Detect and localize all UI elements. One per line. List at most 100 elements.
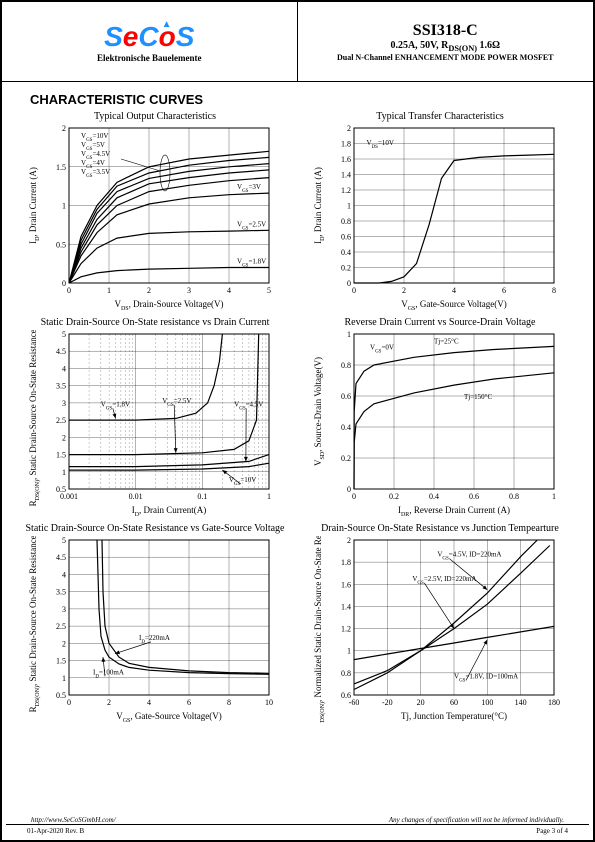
svg-text:3: 3	[187, 286, 191, 295]
svg-text:0.5: 0.5	[56, 691, 66, 700]
svg-text:3.5: 3.5	[56, 588, 66, 597]
svg-text:1: 1	[62, 674, 66, 683]
svg-text:VGS=0V: VGS=0V	[370, 344, 394, 355]
chart-4-svg: 02468100.511.522.533.544.55ID=220mAID=10…	[24, 536, 277, 723]
svg-text:2: 2	[347, 124, 351, 133]
svg-text:60: 60	[450, 698, 458, 707]
svg-text:4: 4	[147, 698, 151, 707]
svg-text:5: 5	[62, 536, 66, 545]
svg-text:1: 1	[107, 286, 111, 295]
svg-text:0.2: 0.2	[341, 264, 351, 273]
svg-text:5: 5	[267, 286, 271, 295]
svg-text:5: 5	[62, 330, 66, 339]
svg-text:VGS=2.5V: VGS=2.5V	[237, 220, 266, 231]
svg-text:4.5: 4.5	[56, 347, 66, 356]
svg-text:0: 0	[67, 286, 71, 295]
svg-text:2: 2	[107, 698, 111, 707]
svg-text:2.5: 2.5	[56, 416, 66, 425]
header: SeCo▲S Elektronische Bauelemente SSI318-…	[2, 2, 593, 82]
svg-text:2: 2	[62, 639, 66, 648]
svg-text:3: 3	[62, 605, 66, 614]
chart-1-svg: 0246800.20.40.60.811.21.41.61.82VDS=10VV…	[309, 124, 562, 311]
svg-text:4: 4	[452, 286, 456, 295]
svg-text:1.6: 1.6	[341, 155, 351, 164]
chart-2: Static Drain-Source On-State resistance …	[24, 317, 286, 517]
svg-text:ID=100mA: ID=100mA	[93, 668, 124, 679]
chart-3-title: Reverse Drain Current vs Source-Drain Vo…	[309, 317, 571, 328]
svg-text:1.6: 1.6	[341, 580, 351, 589]
svg-text:-20: -20	[382, 698, 393, 707]
svg-text:0.4: 0.4	[429, 492, 439, 501]
svg-text:VGS=1.8V: VGS=1.8V	[237, 258, 266, 269]
svg-text:6: 6	[187, 698, 191, 707]
svg-text:2: 2	[62, 433, 66, 442]
chart-3: Reverse Drain Current vs Source-Drain Vo…	[309, 317, 571, 517]
svg-text:0.4: 0.4	[341, 248, 351, 257]
svg-text:VGS=4.5V: VGS=4.5V	[234, 400, 263, 411]
svg-text:RDS(ON), Static Drain-Source O: RDS(ON), Static Drain-Source On-State Re…	[28, 536, 41, 712]
footer: http://www.SeCoSGmbH.com/ Any changes of…	[2, 816, 593, 838]
svg-text:3: 3	[62, 399, 66, 408]
svg-text:VGS=2.5V, ID=220mA: VGS=2.5V, ID=220mA	[412, 575, 476, 586]
svg-text:ID, Drain Current(A): ID, Drain Current(A)	[132, 505, 207, 517]
charts-container: Typical Output Characteristics01234500.5…	[2, 111, 593, 723]
svg-text:RDS(ON), Static Drain-Source O: RDS(ON), Static Drain-Source On-State Re…	[28, 330, 41, 506]
svg-text:0.2: 0.2	[389, 492, 399, 501]
logo-cell: SeCo▲S Elektronische Bauelemente	[2, 2, 298, 81]
svg-text:0.5: 0.5	[56, 485, 66, 494]
logo-subtitle: Elektronische Bauelemente	[97, 53, 202, 63]
svg-text:1.5: 1.5	[56, 163, 66, 172]
chart-0: Typical Output Characteristics01234500.5…	[24, 111, 286, 311]
svg-text:0: 0	[347, 279, 351, 288]
footer-note: Any changes of specification will not be…	[389, 816, 564, 824]
svg-text:VGS=1.8V: VGS=1.8V	[101, 400, 130, 411]
svg-text:3.5: 3.5	[56, 382, 66, 391]
svg-text:140: 140	[515, 698, 527, 707]
svg-text:0.6: 0.6	[341, 233, 351, 242]
svg-text:0.2: 0.2	[341, 454, 351, 463]
svg-text:100: 100	[481, 698, 493, 707]
svg-text:1: 1	[347, 330, 351, 339]
svg-text:8: 8	[552, 286, 556, 295]
svg-text:VDS=10V: VDS=10V	[367, 139, 394, 150]
chart-row-0: Typical Output Characteristics01234500.5…	[24, 111, 571, 311]
svg-text:Tj=150°C: Tj=150°C	[464, 393, 492, 401]
svg-text:0.6: 0.6	[341, 392, 351, 401]
part-spec: 0.25A, 50V, RDS(ON) 1.6Ω	[390, 40, 500, 53]
svg-text:0.8: 0.8	[509, 492, 519, 501]
svg-text:2.5: 2.5	[56, 622, 66, 631]
chart-5-svg: -60-2020601001401800.60.811.21.41.61.82V…	[309, 536, 562, 723]
svg-text:8: 8	[227, 698, 231, 707]
svg-text:4: 4	[227, 286, 231, 295]
svg-text:2: 2	[147, 286, 151, 295]
chart-2-title: Static Drain-Source On-State resistance …	[24, 317, 286, 328]
company-logo: SeCo▲S	[104, 21, 194, 53]
svg-text:ID, Drain Current (A): ID, Drain Current (A)	[28, 167, 41, 244]
svg-text:0.8: 0.8	[341, 217, 351, 226]
svg-text:4: 4	[62, 364, 66, 373]
footer-page: Page 3 of 4	[536, 827, 568, 835]
svg-text:VGS, Gate-Source Voltage(V): VGS, Gate-Source Voltage(V)	[116, 711, 222, 723]
svg-text:0.5: 0.5	[56, 240, 66, 249]
svg-text:1.5: 1.5	[56, 451, 66, 460]
svg-text:0.01: 0.01	[129, 492, 143, 501]
svg-text:0.8: 0.8	[341, 669, 351, 678]
datasheet-page: SeCo▲S Elektronische Bauelemente SSI318-…	[0, 0, 595, 842]
footer-url: http://www.SeCoSGmbH.com/	[31, 816, 116, 824]
svg-text:1: 1	[62, 468, 66, 477]
svg-text:0: 0	[347, 485, 351, 494]
svg-text:0: 0	[62, 279, 66, 288]
svg-text:VDS, Drain-Source Voltage(V): VDS, Drain-Source Voltage(V)	[114, 299, 223, 311]
svg-text:6: 6	[502, 286, 506, 295]
chart-row-1: Static Drain-Source On-State resistance …	[24, 317, 571, 517]
svg-text:ID=220mA: ID=220mA	[139, 634, 170, 645]
section-title: CHARACTERISTIC CURVES	[30, 92, 593, 107]
svg-text:IDR, Reverse Drain Current (A): IDR, Reverse Drain Current (A)	[398, 505, 510, 517]
svg-text:2: 2	[347, 536, 351, 545]
svg-text:4: 4	[62, 570, 66, 579]
svg-text:1: 1	[347, 647, 351, 656]
svg-text:0.6: 0.6	[341, 691, 351, 700]
chart-3-svg: 00.20.40.60.8100.20.40.60.81VGS=0VTj=25°…	[309, 330, 562, 517]
svg-text:1.2: 1.2	[341, 625, 351, 634]
svg-text:1: 1	[267, 492, 271, 501]
